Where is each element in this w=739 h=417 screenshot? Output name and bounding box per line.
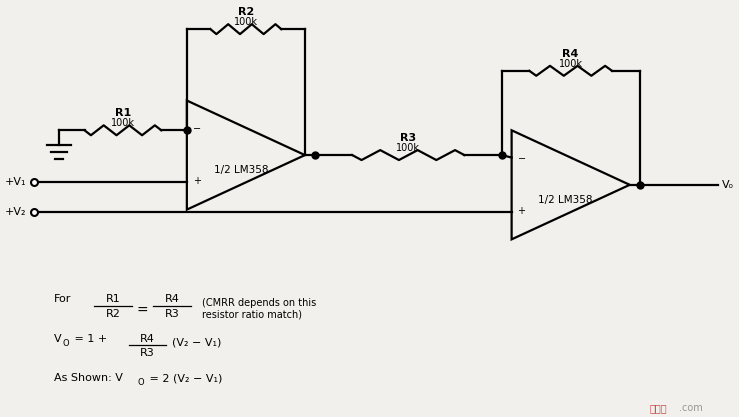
- Text: O: O: [137, 378, 144, 387]
- Text: R3: R3: [140, 349, 155, 359]
- Text: (CMRR depends on this: (CMRR depends on this: [202, 298, 316, 308]
- Text: resistor ratio match): resistor ratio match): [202, 310, 302, 320]
- Text: 1/2 LM358: 1/2 LM358: [539, 195, 593, 205]
- Text: 100k: 100k: [559, 59, 582, 69]
- Text: R4: R4: [140, 334, 155, 344]
- Text: (V₂ − V₁): (V₂ − V₁): [172, 337, 222, 347]
- Text: As Shown: V: As Shown: V: [54, 373, 123, 383]
- Text: +V₁: +V₁: [5, 177, 27, 187]
- Text: = 2 (V₂ − V₁): = 2 (V₂ − V₁): [146, 373, 222, 383]
- Text: =: =: [137, 304, 149, 318]
- Text: 100k: 100k: [111, 118, 135, 128]
- Text: R4: R4: [165, 294, 180, 304]
- Text: R2: R2: [238, 7, 254, 17]
- Text: 接线图: 接线图: [650, 403, 667, 413]
- Text: R3: R3: [165, 309, 180, 319]
- Text: R2: R2: [106, 309, 120, 319]
- Text: 100k: 100k: [234, 17, 258, 27]
- Text: R3: R3: [401, 133, 416, 143]
- Text: R4: R4: [562, 49, 579, 59]
- Text: R1: R1: [106, 294, 120, 304]
- Text: +V₂: +V₂: [5, 207, 27, 217]
- Text: O: O: [63, 339, 69, 347]
- Text: Vₒ: Vₒ: [722, 180, 735, 190]
- Text: −: −: [193, 124, 201, 134]
- Text: .com: .com: [679, 403, 703, 413]
- Text: V: V: [54, 334, 61, 344]
- Text: For: For: [54, 294, 72, 304]
- Text: +: +: [517, 206, 525, 216]
- Text: −: −: [517, 153, 525, 163]
- Text: = 1 +: = 1 +: [71, 334, 107, 344]
- Text: R1: R1: [115, 108, 131, 118]
- Text: +: +: [193, 176, 201, 186]
- Text: 1/2 LM358: 1/2 LM358: [214, 165, 268, 175]
- Text: 100k: 100k: [396, 143, 420, 153]
